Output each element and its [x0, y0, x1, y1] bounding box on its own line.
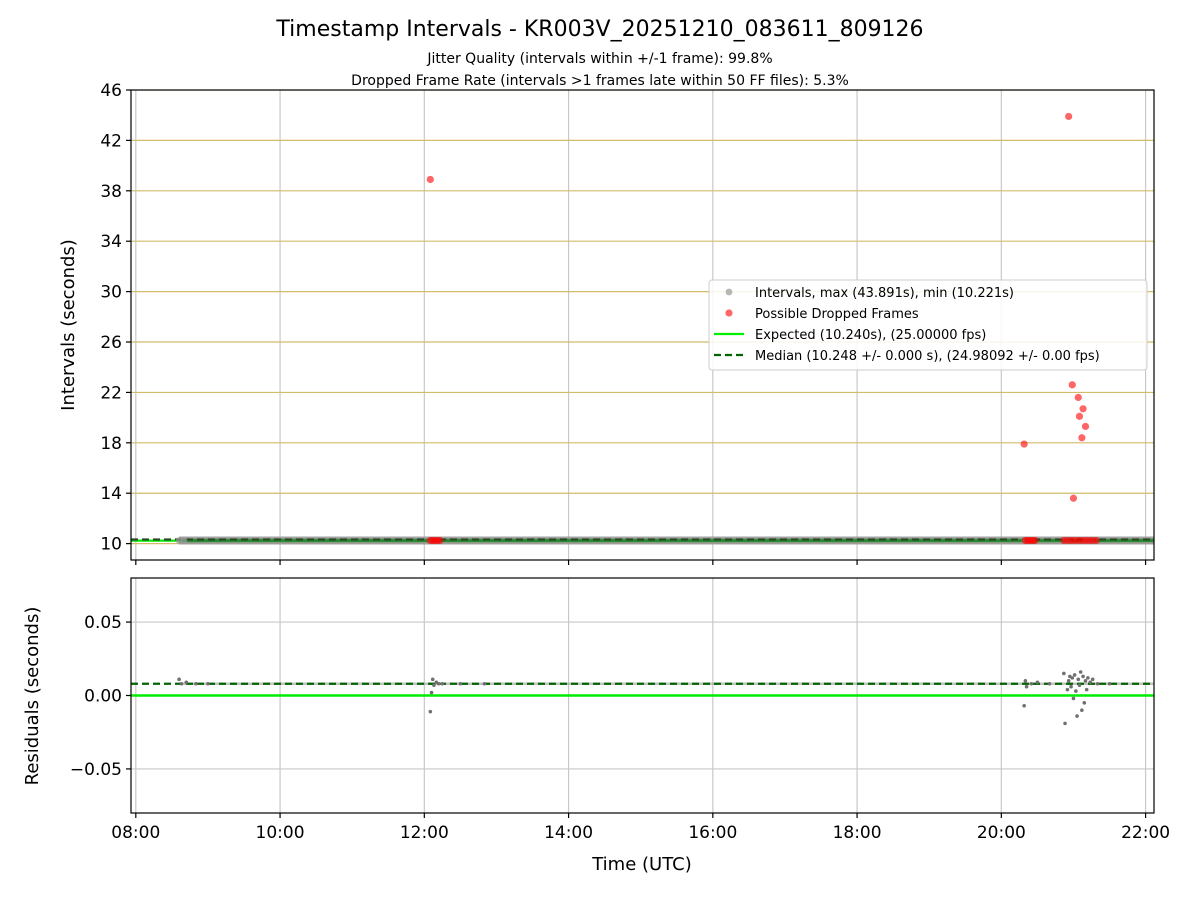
residuals-plot: 0.05 0.00 −0.05 08:00 10:00 12:00 14:00 16:00 18…	[70, 577, 1170, 843]
residual-point-34	[1080, 708, 1084, 712]
residual-point-40	[1088, 680, 1093, 685]
residual-point-20	[1062, 671, 1066, 676]
residual-point-43	[1107, 681, 1112, 686]
residual-point-5	[428, 709, 433, 714]
residuals-ytick-label-1: 0.00	[84, 687, 122, 707]
residual-point-30	[1075, 714, 1079, 718]
interval-point-0	[175, 537, 183, 544]
dropped-frame-point-4	[1069, 494, 1078, 502]
residuals-ytick-label-2: −0.05	[70, 760, 122, 780]
residuals-plot-content	[131, 578, 1154, 813]
intervals-frame	[130, 89, 1155, 561]
residual-point-42	[1095, 681, 1100, 686]
residual-point-14	[1022, 703, 1026, 708]
residuals-ytick-label-0: 0.05	[84, 613, 122, 633]
legend-label-expected: Expected (10.240s), (25.00000 fps)	[755, 328, 986, 343]
residual-point-38	[1084, 687, 1089, 692]
residual-point-41	[1090, 677, 1095, 682]
residuals-xtick-label-3: 14:00	[544, 823, 593, 843]
residual-point-19	[1047, 681, 1052, 686]
residual-point-2	[184, 680, 189, 685]
legend-label-intervals: Intervals, max (43.891s), min (10.221s)	[755, 286, 1014, 301]
residual-point-0	[177, 677, 181, 682]
residuals-xtick-label-4: 16:00	[688, 823, 737, 843]
residual-point-3	[194, 681, 198, 686]
dropped-frame-point-7	[1078, 434, 1086, 442]
dropped-frame-point-9	[1081, 422, 1090, 431]
intervals-ytick-label-7: 38	[100, 182, 122, 202]
dropped-frame-point-14	[436, 536, 444, 545]
residual-point-7	[430, 677, 435, 682]
residuals-y-axis-label: Residuals (seconds)	[22, 607, 43, 786]
legend-marker-dropped	[725, 309, 733, 317]
chart-subtitle-dropped: Dropped Frame Rate (intervals >1 frames …	[351, 73, 849, 89]
interval-point-1	[180, 537, 188, 544]
residual-point-17	[1029, 681, 1034, 686]
residual-point-21	[1063, 721, 1067, 726]
intervals-ytick-label-4: 26	[100, 333, 122, 353]
residual-point-1	[179, 681, 184, 686]
residual-point-25	[1069, 684, 1073, 689]
residual-point-33	[1078, 670, 1083, 674]
dropped-frame-point-19	[1031, 536, 1039, 545]
intervals-ytick-label-9: 46	[100, 81, 122, 101]
intervals-ytick-label-3: 22	[100, 383, 122, 403]
residuals-xtick-label-6: 20:00	[977, 823, 1026, 843]
dropped-frame-point-8	[1079, 405, 1087, 413]
residual-point-22	[1065, 687, 1070, 692]
chart-subtitle-jitter: Jitter Quality (intervals within +/-1 fr…	[426, 51, 772, 67]
residual-point-4	[206, 681, 210, 686]
dropped-frame-point-3	[1068, 381, 1076, 389]
intervals-ytick-label-6: 34	[100, 232, 122, 252]
chart-title: Timestamp Intervals - KR003V_20251210_08…	[275, 17, 923, 42]
dropped-frame-point-5	[1074, 393, 1082, 402]
dropped-frame-point-29	[1092, 536, 1100, 545]
residual-point-10	[436, 681, 441, 686]
residual-point-18	[1035, 680, 1040, 685]
dropped-frame-point-0	[426, 175, 434, 184]
residual-point-28	[1072, 673, 1077, 677]
residual-point-23	[1066, 679, 1071, 683]
residual-point-11	[440, 681, 445, 686]
legend-label-median: Median (10.248 +/- 0.000 s), (24.98092 +…	[755, 349, 1100, 364]
intervals-y-axis-label: Intervals (seconds)	[58, 239, 79, 411]
intervals-ytick-label-1: 14	[100, 484, 122, 504]
residual-point-26	[1070, 676, 1075, 680]
residual-point-35	[1081, 674, 1085, 679]
residual-point-31	[1076, 677, 1081, 682]
residual-point-32	[1077, 683, 1082, 688]
dropped-frame-point-1	[1020, 440, 1028, 448]
dropped-frame-point-6	[1075, 412, 1084, 420]
residual-point-36	[1082, 701, 1087, 705]
legend-marker-intervals	[725, 288, 733, 296]
residual-point-15	[1023, 679, 1028, 683]
residuals-xtick-label-1: 10:00	[256, 823, 305, 843]
residual-point-27	[1071, 696, 1076, 701]
intervals-ytick-label-0: 10	[100, 535, 122, 555]
residual-point-13	[482, 681, 487, 686]
intervals-ytick-label-8: 42	[100, 131, 122, 151]
x-axis-label: Time (UTC)	[591, 854, 692, 875]
legend-box	[708, 279, 1148, 371]
residual-point-16	[1024, 684, 1029, 689]
residuals-xtick-label-0: 08:00	[111, 823, 160, 843]
legend-label-dropped: Possible Dropped Frames	[755, 307, 919, 322]
intervals-ytick-label-5: 30	[100, 283, 122, 303]
dropped-frame-point-2	[1065, 112, 1073, 121]
residual-point-8	[432, 683, 436, 688]
residual-point-12	[458, 681, 463, 686]
residual-point-6	[429, 690, 434, 695]
residuals-xtick-label-7: 22:00	[1121, 823, 1170, 843]
residual-point-39	[1086, 676, 1090, 680]
intervals-ytick-label-2: 18	[100, 434, 122, 454]
residuals-xtick-label-5: 18:00	[833, 823, 882, 843]
intervals-plot: 10 14 18 22 26 30 34 38 42 46 Intervals, max (43.8…	[100, 81, 1155, 565]
residuals-xtick-label-2: 12:00	[400, 823, 449, 843]
residual-point-37	[1083, 679, 1088, 683]
residual-point-29	[1074, 689, 1078, 693]
legend: Intervals, max (43.891s), min (10.221s) P…	[708, 279, 1148, 371]
